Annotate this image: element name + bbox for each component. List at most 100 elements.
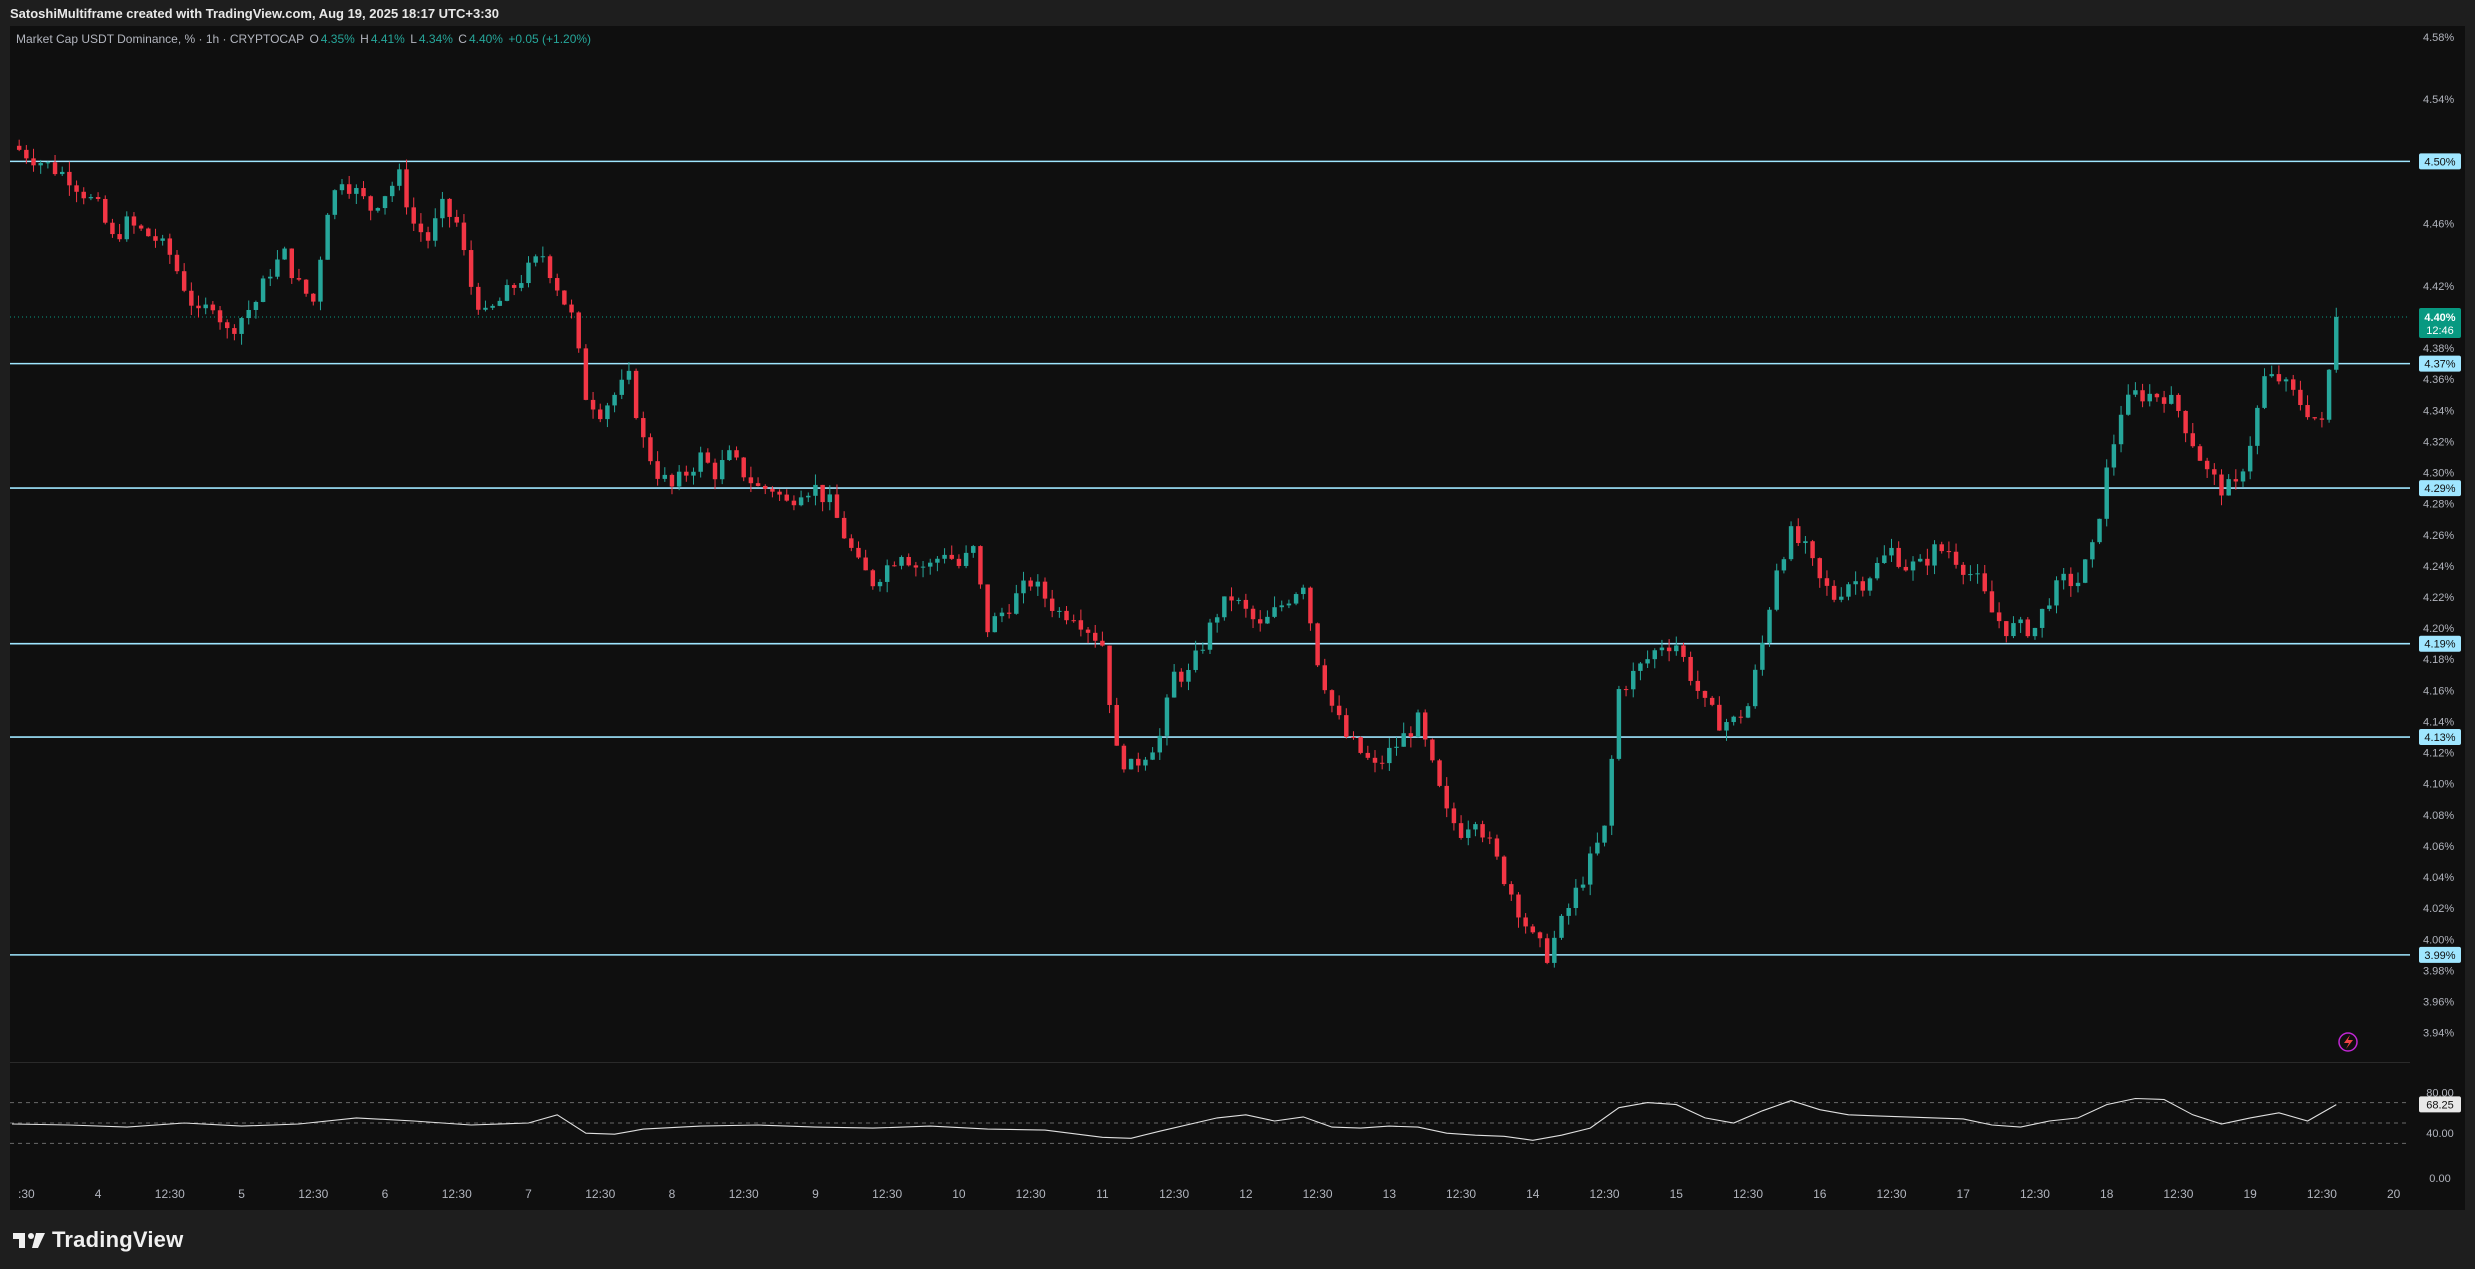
chart-frame[interactable]: 4.58% 4.54% 4.50% 4.46% 4.42% 4.38% 4.36% 4.34%…	[10, 26, 2465, 1210]
candle-body	[1882, 555, 1887, 563]
candle-body	[1494, 838, 1500, 857]
candle-body	[1286, 603, 1292, 606]
rsi-axis-label: 0.00	[2429, 1173, 2450, 1185]
level-badge	[2419, 729, 2461, 746]
candle-body	[1293, 594, 1299, 604]
candle-body	[942, 554, 947, 559]
candle-body	[806, 495, 811, 498]
open-label: O	[309, 32, 319, 46]
level-label: 4.50%	[2424, 156, 2455, 168]
candle-body	[1760, 642, 1765, 670]
candle-body	[1279, 605, 1284, 608]
candle-body	[2197, 446, 2203, 461]
candle-body	[1631, 670, 1636, 690]
candle-body	[2032, 627, 2038, 637]
candle-body	[533, 256, 538, 263]
candle-body	[655, 461, 660, 479]
candle-body	[1695, 680, 1701, 691]
candle-body	[31, 158, 36, 166]
candle-body	[547, 256, 553, 279]
x-tick-label: 12:30	[1446, 1187, 1476, 1201]
x-tick-label: 13	[1383, 1187, 1397, 1201]
candle-body	[476, 286, 481, 310]
candle-body	[1444, 785, 1449, 809]
candle-body	[2312, 417, 2317, 419]
candle-body	[1846, 584, 1851, 597]
candle-body	[511, 285, 517, 288]
candle-body	[2190, 433, 2196, 447]
candle-body	[1214, 617, 1220, 623]
candle-body	[2212, 469, 2217, 475]
candle-body	[1645, 659, 1650, 664]
candle-body	[2097, 518, 2102, 543]
y-tick-label: 4.02%	[2423, 903, 2454, 915]
candle-body	[296, 278, 302, 280]
candle-body	[1322, 665, 1328, 691]
level-badge	[2419, 153, 2461, 170]
x-tick-label: 10	[952, 1187, 966, 1201]
candle-body	[1071, 620, 1076, 622]
candle-body	[52, 162, 58, 175]
candle-body	[1874, 562, 1880, 579]
candle-body	[382, 196, 388, 209]
rsi-value-badge	[2419, 1096, 2461, 1113]
candle-body	[239, 318, 244, 334]
candle-body	[232, 328, 237, 334]
candle-body	[1917, 558, 1923, 562]
footer: TradingView	[0, 1210, 2475, 1269]
pane-separator	[10, 1062, 2410, 1063]
candle-body	[1035, 581, 1041, 587]
candle-body	[81, 191, 86, 199]
candlestick-chart[interactable]: 4.58% 4.54% 4.50% 4.46% 4.42% 4.38% 4.36% 4.34%…	[10, 26, 2465, 1210]
candle-body	[2276, 374, 2282, 382]
candle-body	[1100, 640, 1105, 646]
x-tick-label: 12	[1239, 1187, 1253, 1201]
y-tick-label: 4.24%	[2423, 561, 2454, 573]
candle-body	[1480, 824, 1485, 838]
x-tick-label: 12:30	[585, 1187, 615, 1201]
y-tick-label: 4.26%	[2423, 530, 2454, 542]
candle-body	[1810, 541, 1815, 559]
candle-body	[590, 399, 596, 410]
candle-body	[1473, 824, 1478, 830]
candle-body	[770, 488, 775, 492]
candle-body	[1903, 566, 1909, 571]
x-tick-label: 8	[669, 1187, 676, 1201]
alert-flash-icon	[2338, 1032, 2358, 1052]
candle-body	[2247, 445, 2253, 472]
candle-body	[275, 259, 280, 277]
candle-body	[1796, 526, 1801, 544]
x-tick-label: 9	[812, 1187, 819, 1201]
candle-body	[2025, 619, 2031, 637]
candle-body	[1501, 856, 1507, 885]
candle-body	[1609, 758, 1614, 826]
candle-body	[1666, 647, 1672, 652]
candle-body	[2126, 394, 2131, 415]
candle-body	[1910, 561, 1916, 571]
candle-body	[196, 305, 201, 309]
candle-body	[626, 370, 632, 380]
high-value: 4.41%	[370, 32, 405, 46]
candle-body	[1458, 823, 1464, 838]
y-tick-label: 4.00%	[2423, 934, 2454, 946]
candle-body	[920, 566, 926, 568]
y-tick-label: 3.96%	[2423, 997, 2454, 1009]
brand-name: TradingView	[52, 1226, 184, 1252]
candle-body	[648, 437, 653, 462]
level-label: 4.29%	[2424, 483, 2455, 495]
level-badge	[2419, 635, 2461, 652]
rsi-line	[11, 1097, 2337, 1141]
candle-body	[253, 301, 259, 310]
y-tick-label: 4.42%	[2423, 281, 2454, 293]
candle-body	[870, 570, 876, 587]
current-price-badge	[2419, 307, 2461, 338]
x-tick-label: 12:30	[155, 1187, 185, 1201]
candle-body	[1559, 915, 1564, 938]
candle-body	[361, 188, 366, 197]
candle-body	[174, 254, 180, 272]
candle-body	[1372, 757, 1378, 763]
candle-body	[2269, 374, 2274, 377]
x-tick-label: 20	[2387, 1187, 2401, 1201]
candle-body	[698, 452, 703, 472]
candle-body	[1932, 544, 1937, 566]
